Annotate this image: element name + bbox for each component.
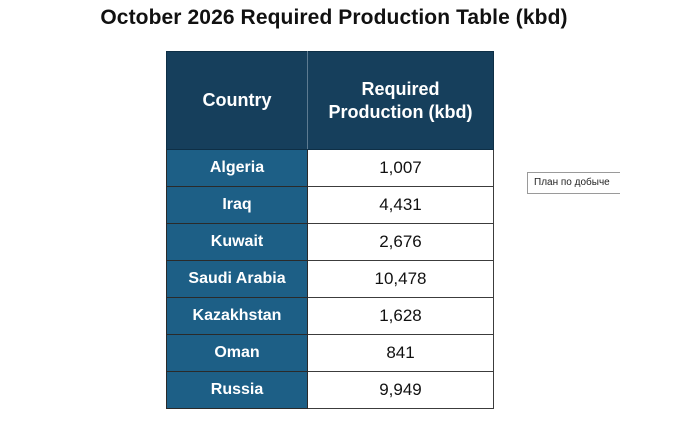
- country-cell: Russia: [166, 371, 308, 409]
- table-row: Kazakhstan 1,628: [166, 297, 494, 335]
- header-country: Country: [166, 51, 308, 150]
- side-note-box: План по добыче: [527, 172, 620, 194]
- production-value-cell: 2,676: [307, 223, 494, 261]
- production-value-cell: 841: [307, 334, 494, 372]
- table-row: Russia 9,949: [166, 371, 494, 409]
- header-required-production: Required Production (kbd): [307, 51, 494, 150]
- production-value-cell: 1,007: [307, 149, 494, 187]
- country-cell: Kuwait: [166, 223, 308, 261]
- production-value-cell: 4,431: [307, 186, 494, 224]
- side-note-text: План по добыче: [534, 177, 610, 188]
- country-cell: Kazakhstan: [166, 297, 308, 335]
- country-cell: Iraq: [166, 186, 308, 224]
- table-row: Oman 841: [166, 334, 494, 372]
- country-cell: Algeria: [166, 149, 308, 187]
- production-value-cell: 10,478: [307, 260, 494, 298]
- country-cell: Oman: [166, 334, 308, 372]
- production-value-cell: 9,949: [307, 371, 494, 409]
- table-header-row: Country Required Production (kbd): [166, 51, 494, 150]
- table-row: Kuwait 2,676: [166, 223, 494, 261]
- table-row: Saudi Arabia 10,478: [166, 260, 494, 298]
- table-row: Algeria 1,007: [166, 149, 494, 187]
- table-row: Iraq 4,431: [166, 186, 494, 224]
- production-table: Country Required Production (kbd) Algeri…: [166, 51, 494, 409]
- table-title: October 2026 Required Production Table (…: [100, 6, 568, 29]
- table-body: Algeria 1,007 Iraq 4,431 Kuwait 2,676 Saudi Ar…: [166, 149, 494, 409]
- production-value-cell: 1,628: [307, 297, 494, 335]
- country-cell: Saudi Arabia: [166, 260, 308, 298]
